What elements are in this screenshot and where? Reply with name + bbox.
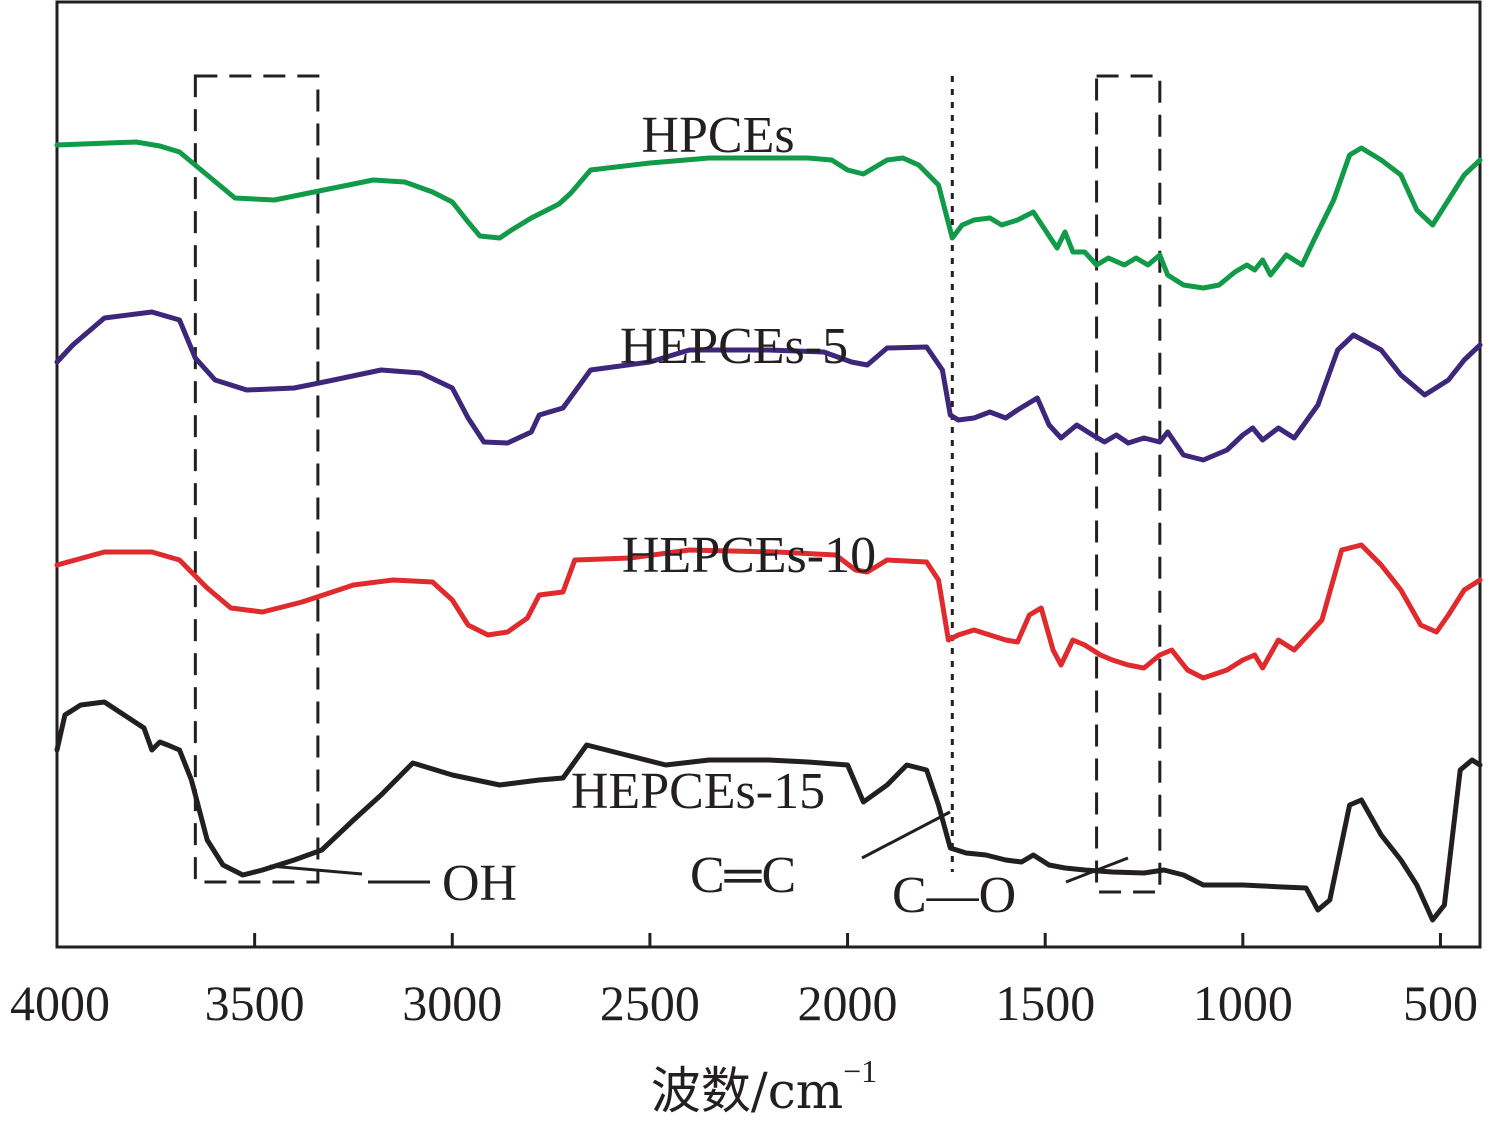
plot-frame [55,0,1482,949]
x-axis-title: 波数/cm−1 [651,1053,877,1120]
series-line-hpces [54,139,1483,291]
co-leader [1065,856,1129,884]
co-label: C—O [892,867,1016,924]
series-label-hepces-15: HEPCEs-15 [571,763,825,820]
series-label-hepces-10: HEPCEs-10 [622,527,876,584]
series-line-hepces-15 [54,699,1483,923]
oh-label: OH [442,855,517,912]
x-tick-label-1000: 1000 [1193,975,1293,1031]
cc-label: C═C [690,847,796,904]
co-region-box [1095,74,1162,894]
series-line-hepces-10 [54,542,1483,681]
x-axis-title-text: 波数/cm [651,1062,843,1120]
x-tick-label-2000: 2000 [798,975,898,1031]
x-tick-label-3000: 3000 [402,975,502,1031]
x-tick-label-4000: 4000 [10,975,110,1031]
x-tick-label-3500: 3500 [205,975,305,1031]
x-axis-ticks: 4000 3500 3000 2500 2000 1500 1000 500 [10,933,1478,1031]
x-tick-label-500: 500 [1403,975,1478,1031]
oh-region-box [193,74,320,884]
x-tick-label-2500: 2500 [600,975,700,1031]
series-label-hpces: HPCEs [641,107,794,164]
series-group [54,139,1483,923]
cc-leader [861,810,951,860]
x-axis-title-superscript: −1 [843,1053,877,1089]
series-line-hepces-5 [54,309,1483,463]
oh-leader-1 [269,864,363,876]
series-label-hepces-5: HEPCEs-5 [620,318,848,375]
x-tick-label-1500: 1500 [995,975,1095,1031]
